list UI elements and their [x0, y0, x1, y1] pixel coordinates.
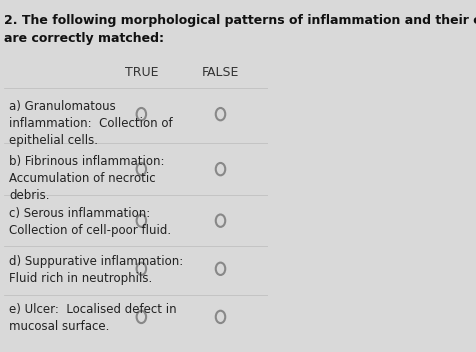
Text: c) Serous inflammation:
Collection of cell-poor fluid.: c) Serous inflammation: Collection of ce…: [10, 207, 171, 237]
Text: FALSE: FALSE: [202, 67, 239, 80]
Text: b) Fibrinous inflammation:
Accumulation of necrotic
debris.: b) Fibrinous inflammation: Accumulation …: [10, 155, 165, 202]
Text: e) Ulcer:  Localised defect in
mucosal surface.: e) Ulcer: Localised defect in mucosal su…: [10, 303, 177, 333]
Text: TRUE: TRUE: [125, 67, 158, 80]
Text: 2. The following morphological patterns of inflammation and their characteristic: 2. The following morphological patterns …: [4, 14, 476, 27]
Text: are correctly matched:: are correctly matched:: [4, 32, 164, 45]
Text: d) Suppurative inflammation:
Fluid rich in neutrophils.: d) Suppurative inflammation: Fluid rich …: [10, 255, 184, 285]
Text: a) Granulomatous
inflammation:  Collection of
epithelial cells.: a) Granulomatous inflammation: Collectio…: [10, 100, 173, 147]
